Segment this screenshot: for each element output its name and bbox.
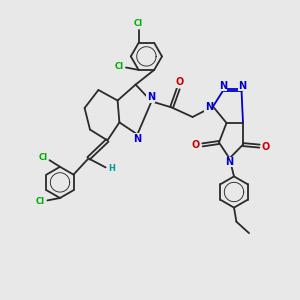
Text: H: H xyxy=(108,164,115,173)
Text: O: O xyxy=(192,140,200,151)
Text: N: N xyxy=(133,134,142,144)
Text: Cl: Cl xyxy=(36,196,45,206)
Text: N: N xyxy=(205,101,213,112)
Text: O: O xyxy=(176,77,184,87)
Text: Cl: Cl xyxy=(134,19,143,28)
Text: N: N xyxy=(238,81,246,91)
Text: N: N xyxy=(219,81,227,91)
Text: Cl: Cl xyxy=(115,62,124,71)
Text: Cl: Cl xyxy=(39,153,48,162)
Text: N: N xyxy=(147,92,155,102)
Text: N: N xyxy=(225,157,234,167)
Text: O: O xyxy=(262,142,270,152)
